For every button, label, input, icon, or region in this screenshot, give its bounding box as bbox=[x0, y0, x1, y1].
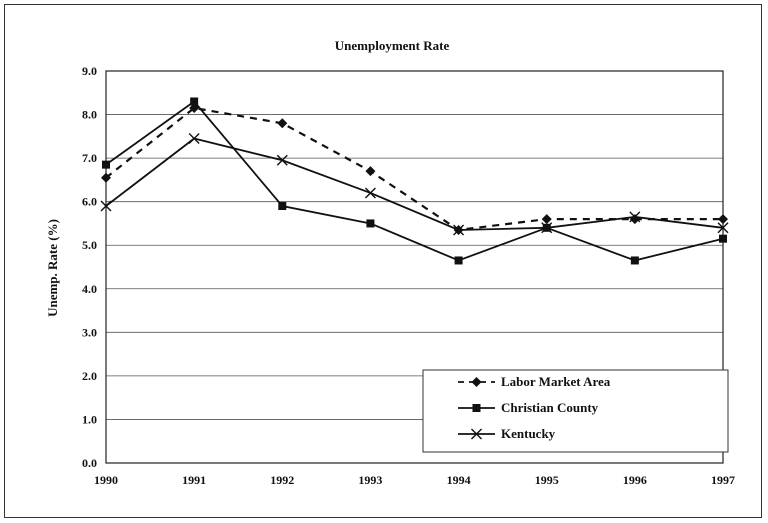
series-line-kentucky bbox=[105, 137, 724, 231]
series-point-christian-county bbox=[454, 256, 463, 265]
legend-marker-christian-county bbox=[472, 404, 481, 412]
y-tick-label: 3.0 bbox=[82, 325, 97, 339]
series-point-kentucky bbox=[100, 200, 112, 212]
x-tick-label: 1992 bbox=[270, 473, 294, 487]
series-point-kentucky bbox=[188, 133, 200, 145]
y-tick-label: 2.0 bbox=[82, 369, 97, 383]
series-point-labor-market-area bbox=[541, 214, 552, 225]
chart-title: Unemployment Rate bbox=[335, 38, 450, 53]
series-point-labor-market-area bbox=[101, 172, 111, 183]
y-tick-label: 7.0 bbox=[82, 151, 97, 165]
y-tick-labels: 0.0 1.0 2.0 3.0 4.0 5.0 6.0 7.0 8.0 9.0 bbox=[82, 64, 97, 470]
series-point-kentucky bbox=[717, 222, 729, 234]
series-point-christian-county bbox=[102, 160, 110, 169]
series-line-christian-county bbox=[105, 100, 724, 262]
series-point-kentucky bbox=[276, 154, 288, 166]
series-point-christian-county bbox=[366, 219, 375, 228]
y-axis-label: Unemp. Rate (%) bbox=[45, 219, 60, 317]
series-point-labor-market-area bbox=[365, 166, 376, 177]
legend: Labor Market Area Christian County Kentuck… bbox=[422, 369, 729, 453]
legend-marker-labor-market-area bbox=[471, 377, 482, 387]
y-tick-label: 1.0 bbox=[82, 412, 97, 426]
series-point-kentucky bbox=[541, 222, 553, 234]
x-tick-labels: 1990 1991 1992 1993 1994 1995 1996 1997 bbox=[94, 473, 735, 487]
y-tick-label: 4.0 bbox=[82, 282, 97, 296]
y-tick-label: 9.0 bbox=[82, 64, 97, 78]
x-tick-label: 1991 bbox=[182, 473, 206, 487]
plot-area bbox=[105, 70, 724, 464]
legend-label-christian-county: Christian County bbox=[501, 400, 599, 415]
legend-marker-kentucky bbox=[471, 428, 482, 440]
series-point-kentucky bbox=[364, 187, 376, 199]
series-point-kentucky bbox=[453, 224, 465, 236]
legend-label-labor-market-area: Labor Market Area bbox=[501, 374, 611, 389]
x-tick-label: 1995 bbox=[535, 473, 559, 487]
series-point-labor-market-area bbox=[629, 214, 640, 225]
x-tick-label: 1994 bbox=[447, 473, 471, 487]
x-tick-label: 1993 bbox=[358, 473, 382, 487]
y-tick-label: 5.0 bbox=[82, 238, 97, 252]
series-point-christian-county bbox=[719, 234, 727, 243]
y-tick-label: 8.0 bbox=[82, 108, 97, 122]
series-point-christian-county bbox=[278, 202, 287, 211]
y-tick-label: 0.0 bbox=[82, 456, 97, 470]
series-point-christian-county bbox=[630, 256, 639, 265]
series-point-kentucky bbox=[629, 211, 641, 223]
legend-label-kentucky: Kentucky bbox=[501, 426, 556, 441]
series-point-labor-market-area bbox=[277, 118, 288, 129]
x-tick-label: 1990 bbox=[94, 473, 118, 487]
y-tick-label: 6.0 bbox=[82, 195, 97, 209]
series-point-labor-market-area bbox=[718, 214, 728, 225]
series-line-labor-market-area bbox=[105, 106, 723, 232]
x-tick-label: 1997 bbox=[711, 473, 735, 487]
x-tick-label: 1996 bbox=[623, 473, 647, 487]
series-point-christian-county bbox=[190, 97, 199, 106]
series-group bbox=[100, 97, 729, 265]
